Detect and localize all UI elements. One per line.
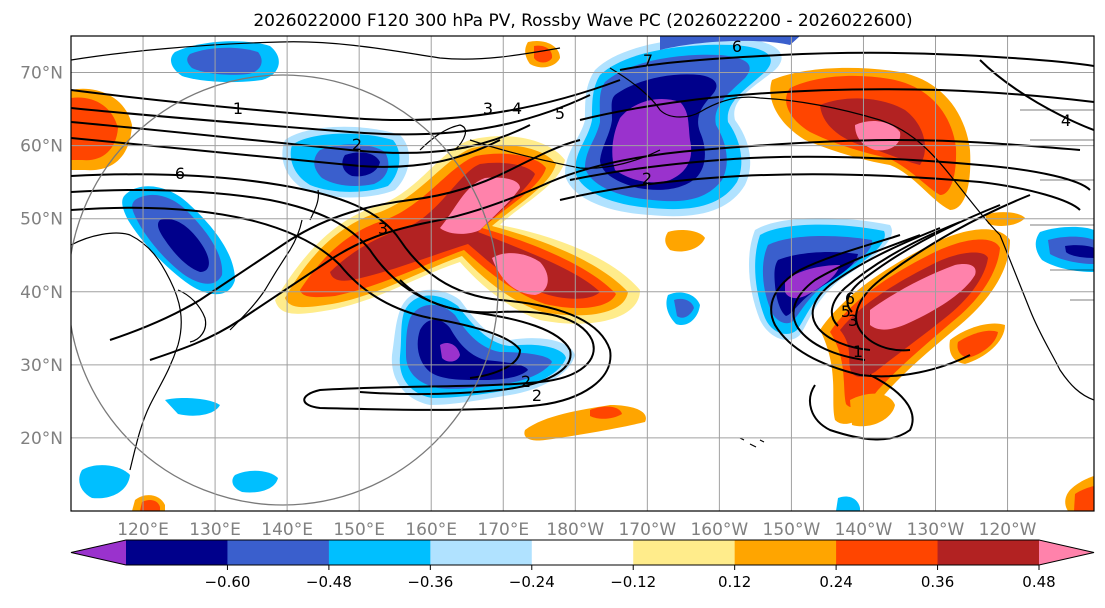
contour-label: 3 bbox=[848, 311, 858, 330]
gridlines bbox=[71, 36, 1094, 511]
contour-label: 4 bbox=[1061, 111, 1071, 130]
contour-label: 3 bbox=[378, 219, 388, 238]
colorbar-swatch bbox=[227, 540, 330, 565]
lon-tick-label: 150°E bbox=[333, 520, 385, 540]
lon-tick-label: 120°E bbox=[117, 520, 169, 540]
pv-shading bbox=[71, 36, 1094, 511]
siberia-coastline bbox=[71, 41, 561, 61]
range-circle bbox=[71, 74, 499, 506]
contour-label: 4 bbox=[512, 99, 522, 118]
north-america-coastline bbox=[999, 234, 1094, 401]
lon-tick-label: 170°E bbox=[477, 520, 529, 540]
contour-label: 1 bbox=[853, 342, 863, 361]
longitude-labels: 120°E 130°E 140°E 150°E 160°E 170°E 180°W 170°W… bbox=[117, 520, 1036, 540]
colorbar-swatch bbox=[937, 540, 1040, 565]
contour-label: 3 bbox=[483, 99, 493, 118]
pv-negative-anomaly-siberia bbox=[170, 41, 279, 83]
colorbar-tick-label: −0.24 bbox=[509, 573, 555, 591]
colorbar-tick-label: −0.60 bbox=[204, 573, 250, 591]
colorbar-swatch bbox=[430, 540, 533, 565]
contour-label: 7 bbox=[643, 51, 653, 70]
lon-tick-label: 150°W bbox=[763, 520, 821, 540]
lat-tick-label: 60°N bbox=[20, 137, 63, 157]
pv-negative-anomaly-manchuria bbox=[122, 186, 235, 295]
contour-label: 6 bbox=[845, 289, 855, 308]
lon-tick-label: 170°W bbox=[618, 520, 676, 540]
aleutian-islands bbox=[469, 139, 661, 169]
colorbar-swatch bbox=[328, 540, 431, 565]
contour-label: 2 bbox=[642, 169, 652, 188]
colorbar-tick-label: −0.36 bbox=[407, 573, 453, 591]
pv-positive-anomaly-gulf-of-alaska bbox=[770, 67, 971, 211]
lon-tick-label: 140°W bbox=[835, 520, 893, 540]
lat-tick-label: 70°N bbox=[20, 64, 63, 84]
latitude-labels: 70°N 60°N 50°N 40°N 30°N 20°N bbox=[20, 64, 63, 449]
colorbar-extend-max bbox=[1039, 540, 1094, 565]
lat-tick-label: 50°N bbox=[20, 210, 63, 230]
colorbar: −0.60 −0.48 −0.36 −0.24 −0.12 0.12 0.24 0.36 0.4… bbox=[70, 539, 1095, 591]
chart-title: 2026022000 F120 300 hPa PV, Rossby Wave … bbox=[253, 11, 912, 31]
colorbar-tick-label: 0.24 bbox=[819, 573, 852, 591]
colorbar-swatch bbox=[633, 540, 736, 565]
contour-label: 1 bbox=[233, 99, 243, 118]
lon-tick-label: 130°E bbox=[189, 520, 241, 540]
pv-negative-anomaly-small bbox=[79, 226, 1094, 511]
lon-tick-label: 160°W bbox=[690, 520, 748, 540]
lon-tick-label: 140°E bbox=[261, 520, 313, 540]
lat-tick-label: 40°N bbox=[20, 283, 63, 303]
lat-tick-label: 20°N bbox=[20, 429, 63, 449]
colorbar-swatch bbox=[531, 540, 634, 565]
colorbar-extend-min bbox=[71, 540, 126, 565]
pv-negative-anomaly-okhotsk bbox=[282, 126, 410, 198]
lon-tick-label: 120°W bbox=[979, 520, 1037, 540]
contour-label: 6 bbox=[732, 37, 742, 56]
map-frame bbox=[70, 35, 1095, 512]
contour-label: 5 bbox=[841, 302, 851, 321]
colorbar-tick-label: 0.48 bbox=[1022, 573, 1055, 591]
lat-tick-label: 30°N bbox=[20, 356, 63, 376]
colorbar-tick-label: 0.36 bbox=[921, 573, 954, 591]
contour-label: 2 bbox=[352, 135, 362, 154]
colorbar-swatch bbox=[126, 540, 228, 565]
colorbar-tick-label: −0.12 bbox=[610, 573, 656, 591]
korea-coastline bbox=[177, 289, 207, 343]
colorbar-swatch bbox=[836, 540, 939, 565]
colorbar-tick-label: −0.48 bbox=[306, 573, 352, 591]
asia-coastline bbox=[71, 232, 182, 471]
contour-label: 6 bbox=[175, 164, 185, 183]
colorbar-outline bbox=[70, 539, 1095, 566]
lon-tick-label: 180°W bbox=[546, 520, 604, 540]
lon-tick-label: 160°E bbox=[405, 520, 457, 540]
contour-label: 2 bbox=[521, 372, 531, 391]
contour-label: 5 bbox=[555, 104, 565, 123]
contour-label: 2 bbox=[532, 386, 542, 405]
colorbar-swatch bbox=[734, 540, 837, 565]
alaska-coastline bbox=[609, 67, 1001, 236]
kamchatka-coastline bbox=[419, 124, 467, 151]
lon-tick-label: 130°W bbox=[907, 520, 965, 540]
colorbar-tick-label: 0.12 bbox=[718, 573, 751, 591]
